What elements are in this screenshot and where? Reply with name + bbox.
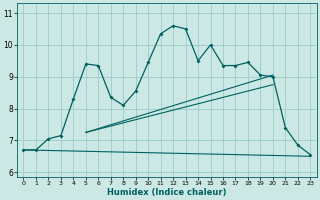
X-axis label: Humidex (Indice chaleur): Humidex (Indice chaleur) (107, 188, 227, 197)
